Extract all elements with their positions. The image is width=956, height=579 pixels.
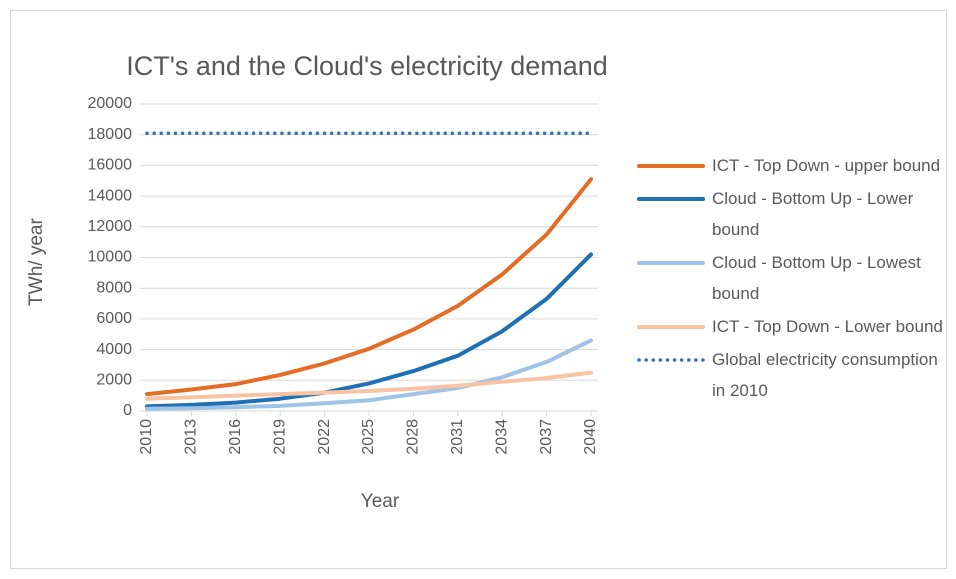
- legend-swatch: [637, 164, 705, 168]
- legend-label: Cloud - Bottom Up - Lowest bound: [712, 253, 921, 303]
- y-tick-label: 20000: [88, 95, 133, 112]
- x-tick-label: 2013: [183, 419, 200, 455]
- x-tick-label: 2025: [360, 419, 377, 455]
- y-tick-label: 6000: [96, 310, 132, 327]
- x-tick-label: 2010: [138, 419, 155, 455]
- legend-swatch: [637, 197, 705, 201]
- x-tick-label: 2016: [227, 419, 244, 455]
- legend-swatch: [637, 325, 705, 329]
- legend-item: ICT - Top Down - upper bound: [636, 152, 948, 181]
- y-tick-label: 4000: [96, 341, 132, 358]
- data-line: [145, 177, 593, 397]
- data-line: [145, 338, 593, 411]
- legend-item: ICT - Top Down - Lower bound: [636, 313, 948, 342]
- x-tick-label: 2028: [405, 419, 422, 455]
- y-tick-label: 12000: [88, 218, 133, 235]
- x-tick-label: 2022: [316, 419, 333, 455]
- y-tick-label: 2000: [96, 372, 132, 389]
- legend-label: Global electricity consumption in 2010: [712, 350, 938, 400]
- x-tick-label: 2019: [271, 419, 288, 455]
- x-tick-label: 2037: [538, 419, 555, 455]
- legend-swatch: [637, 358, 705, 362]
- data-line: [145, 370, 593, 401]
- legend-item: Global electricity consumption in 2010: [636, 346, 948, 406]
- legend-swatch: [637, 261, 705, 265]
- legend-item: Cloud - Bottom Up - Lowest bound: [636, 249, 948, 309]
- x-tick-label: 2031: [449, 419, 466, 455]
- legend: ICT - Top Down - upper bound Cloud - Bott…: [636, 152, 948, 410]
- y-tick-label: 18000: [88, 126, 133, 143]
- y-tick-label: 0: [123, 402, 132, 419]
- y-axis-title: TWh/ year: [26, 218, 47, 306]
- data-line: [145, 252, 593, 409]
- legend-label: ICT - Top Down - upper bound: [712, 156, 941, 175]
- y-tick-label: 16000: [88, 157, 133, 174]
- x-tick-label: 2034: [493, 419, 510, 455]
- legend-label: ICT - Top Down - Lower bound: [712, 317, 943, 336]
- y-tick-label: 8000: [96, 279, 132, 296]
- legend-label: Cloud - Bottom Up - Lower bound: [712, 189, 914, 239]
- x-axis-title: Year: [361, 491, 400, 512]
- legend-item: Cloud - Bottom Up - Lower bound: [636, 185, 948, 245]
- y-tick-label: 10000: [88, 249, 133, 266]
- y-tick-label: 14000: [88, 187, 133, 204]
- chart-title: ICT's and the Cloud's electricity demand: [126, 51, 608, 81]
- x-tick-label: 2040: [582, 419, 599, 455]
